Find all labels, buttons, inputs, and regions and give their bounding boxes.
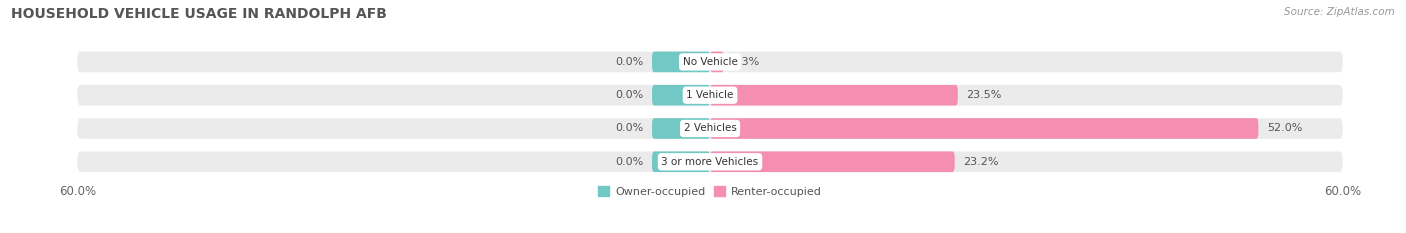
- Text: 1 Vehicle: 1 Vehicle: [686, 90, 734, 100]
- FancyBboxPatch shape: [710, 151, 955, 172]
- FancyBboxPatch shape: [652, 118, 710, 139]
- Text: 23.2%: 23.2%: [963, 157, 998, 167]
- Text: 1.3%: 1.3%: [733, 57, 761, 67]
- Text: 0.0%: 0.0%: [616, 157, 644, 167]
- Text: 0.0%: 0.0%: [616, 123, 644, 134]
- Legend: Owner-occupied, Renter-occupied: Owner-occupied, Renter-occupied: [593, 182, 827, 201]
- Text: HOUSEHOLD VEHICLE USAGE IN RANDOLPH AFB: HOUSEHOLD VEHICLE USAGE IN RANDOLPH AFB: [11, 7, 387, 21]
- FancyBboxPatch shape: [652, 85, 710, 106]
- FancyBboxPatch shape: [710, 85, 957, 106]
- FancyBboxPatch shape: [652, 151, 710, 172]
- Text: 52.0%: 52.0%: [1267, 123, 1302, 134]
- Text: 0.0%: 0.0%: [616, 57, 644, 67]
- Text: 2 Vehicles: 2 Vehicles: [683, 123, 737, 134]
- FancyBboxPatch shape: [710, 51, 724, 72]
- FancyBboxPatch shape: [652, 51, 710, 72]
- FancyBboxPatch shape: [77, 118, 1343, 139]
- Text: 3 or more Vehicles: 3 or more Vehicles: [661, 157, 759, 167]
- Text: Source: ZipAtlas.com: Source: ZipAtlas.com: [1284, 7, 1395, 17]
- FancyBboxPatch shape: [710, 118, 1258, 139]
- FancyBboxPatch shape: [77, 85, 1343, 106]
- FancyBboxPatch shape: [77, 151, 1343, 172]
- FancyBboxPatch shape: [77, 51, 1343, 72]
- Text: 0.0%: 0.0%: [616, 90, 644, 100]
- Text: No Vehicle: No Vehicle: [682, 57, 738, 67]
- Text: 23.5%: 23.5%: [966, 90, 1001, 100]
